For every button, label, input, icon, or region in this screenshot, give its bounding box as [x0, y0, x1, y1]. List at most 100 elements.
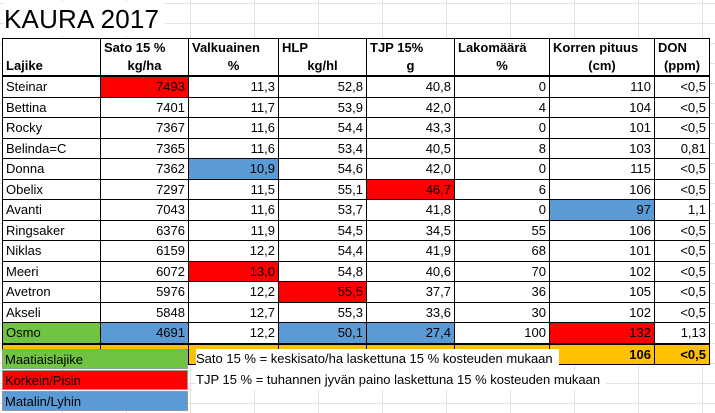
yield-cell: 5976: [100, 281, 189, 303]
lodging-cell: 8: [454, 137, 550, 159]
hectoliter-weight-cell: 54,8: [278, 260, 367, 282]
protein-header: Valkuainen: [188, 38, 279, 57]
hectoliter-weight-cell: 54,4: [278, 117, 367, 139]
yield-cell: 7367: [100, 117, 189, 139]
legend-lowest: Matalin/Lyhin: [2, 391, 188, 411]
straw-length-cell: 115: [549, 158, 655, 180]
don-header: DON: [654, 38, 710, 57]
lodging-cell: 36: [454, 281, 550, 303]
protein-cell: 11,6: [188, 117, 279, 139]
variety-cell: Akseli: [2, 301, 101, 323]
don-cell: <0,5: [654, 240, 710, 262]
lodging-cell: 100: [454, 322, 550, 344]
table-row: Osmo 4691 12,2 50,1 27,4 100 132 1,13: [2, 322, 710, 344]
straw-length-cell: 103: [549, 137, 655, 159]
variety-header: [2, 38, 101, 57]
yield-header: Sato 15 %: [100, 38, 189, 57]
yield-cell: 6072: [100, 260, 189, 282]
straw-length-cell: 102: [549, 260, 655, 282]
table-row: Akseli 5848 12,7 55,3 33,6 30 102 <0,5: [2, 301, 710, 323]
lodging-header: Lakomäärä: [454, 38, 550, 57]
yield-cell: 7297: [100, 178, 189, 200]
straw-length-cell: 106: [549, 342, 655, 365]
don-cell: <0,5: [654, 219, 710, 241]
straw-length-cell: 104: [549, 96, 655, 118]
lodging-cell: 0: [454, 158, 550, 180]
thousand-kernel-weight-cell: 40,8: [366, 75, 455, 98]
thousand-kernel-weight-cell: 37,7: [366, 281, 455, 303]
hectoliter-weight-cell: 55,5: [278, 281, 367, 303]
note-yield: Sato 15 % = keskisato/ha laskettuna 15 %…: [196, 349, 559, 369]
straw-length-cell: 97: [549, 199, 655, 221]
hectoliter-weight-cell: 52,8: [278, 75, 367, 98]
unit-row: Lajike kg/ha% kg/hl g% (cm) (ppm): [2, 57, 710, 77]
variety-unit: Lajike: [2, 57, 101, 77]
hectoliter-weight-header: HLP: [278, 38, 367, 57]
don-cell: <0,5: [654, 158, 710, 180]
straw-length-cell: 102: [549, 301, 655, 323]
yield-cell: 5848: [100, 301, 189, 323]
don-cell: <0,5: [654, 75, 710, 98]
hectoliter-weight-cell: 53,4: [278, 137, 367, 159]
thousand-kernel-weight-cell: 41,9: [366, 240, 455, 262]
yield-cell: 6159: [100, 240, 189, 262]
table-row: Avanti 7043 11,6 53,7 41,8 0 97 1,1: [2, 199, 710, 221]
don-cell: 0,81: [654, 137, 710, 159]
protein-cell: 12,2: [188, 322, 279, 344]
variety-cell: Niklas: [2, 240, 101, 262]
don-cell: 1,13: [654, 322, 710, 344]
protein-unit: %: [188, 57, 279, 77]
protein-cell: 13,0: [188, 260, 279, 282]
straw-length-cell: 101: [549, 117, 655, 139]
hectoliter-weight-unit: kg/hl: [278, 57, 367, 77]
yield-unit: kg/ha: [100, 57, 189, 77]
variety-cell: Obelix: [2, 178, 101, 200]
lodging-cell: 68: [454, 240, 550, 262]
don-cell: <0,5: [654, 96, 710, 118]
straw-length-cell: 110: [549, 75, 655, 98]
page-title: KAURA 2017: [4, 2, 166, 36]
straw-length-cell: 101: [549, 240, 655, 262]
straw-length-header: Korren pituus: [549, 38, 655, 57]
yield-cell: 7493: [100, 75, 189, 98]
thousand-kernel-weight-unit: g: [366, 57, 455, 77]
legend-landrace: Maatiaislajike: [2, 349, 188, 369]
thousand-kernel-weight-cell: 42,0: [366, 158, 455, 180]
don-cell: <0,5: [654, 301, 710, 323]
header-row: Sato 15 % Valkuainen HLP TJP 15% Lakomäärä Ko…: [2, 38, 710, 57]
straw-length-cell: 132: [549, 322, 655, 344]
straw-length-cell: 106: [549, 178, 655, 200]
variety-cell: Steinar: [2, 75, 101, 98]
thousand-kernel-weight-cell: 27,4: [366, 322, 455, 344]
lodging-cell: 4: [454, 96, 550, 118]
don-cell: <0,5: [654, 342, 710, 365]
table-row: Steinar 7493 11,3 52,8 40,8 0 110 <0,5: [2, 75, 710, 98]
protein-cell: 11,7: [188, 96, 279, 118]
protein-cell: 11,5: [188, 178, 279, 200]
protein-cell: 10,9: [188, 158, 279, 180]
lodging-cell: 30: [454, 301, 550, 323]
hectoliter-weight-cell: 50,1: [278, 322, 367, 344]
variety-cell: Belinda=C: [2, 137, 101, 159]
table-row: Rocky 7367 11,6 54,4 43,3 0 101 <0,5: [2, 117, 710, 139]
protein-cell: 12,2: [188, 240, 279, 262]
don-cell: <0,5: [654, 260, 710, 282]
table-row: Ringsaker 6376 11,9 54,5 34,5 55 106 <0,5: [2, 219, 710, 241]
variety-cell: Osmo: [2, 322, 101, 344]
hectoliter-weight-cell: 55,1: [278, 178, 367, 200]
legend-highest: Korkein/Pisin: [2, 370, 188, 390]
lodging-cell: 0: [454, 199, 550, 221]
don-cell: <0,5: [654, 281, 710, 303]
yield-cell: 7362: [100, 158, 189, 180]
hectoliter-weight-cell: 54,4: [278, 240, 367, 262]
lodging-cell: 55: [454, 219, 550, 241]
hectoliter-weight-cell: 53,7: [278, 199, 367, 221]
don-cell: <0,5: [654, 178, 710, 200]
protein-cell: 11,6: [188, 199, 279, 221]
thousand-kernel-weight-cell: 42,0: [366, 96, 455, 118]
table-row: Niklas 6159 12,2 54,4 41,9 68 101 <0,5: [2, 240, 710, 262]
yield-cell: 6376: [100, 219, 189, 241]
lodging-cell: 0: [454, 75, 550, 98]
hectoliter-weight-cell: 53,9: [278, 96, 367, 118]
oat-variety-table: Sato 15 % Valkuainen HLP TJP 15% Lakomäärä Ko…: [2, 38, 710, 365]
